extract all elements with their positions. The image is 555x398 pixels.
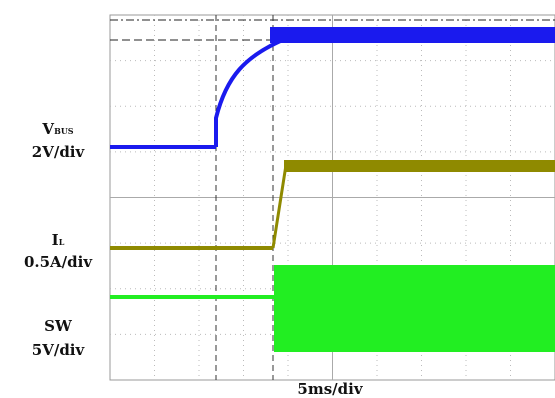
channel-scale: 5V/div xyxy=(32,341,86,359)
scope-screen: VBUS 2V/div IL 0.5A/div SW 5V/div 5ms/di… xyxy=(0,0,555,398)
channel-label: VBUS xyxy=(41,120,73,138)
vbus-trace xyxy=(216,37,555,147)
timebase: 5ms/div xyxy=(297,380,363,398)
vbus-trace xyxy=(270,27,555,43)
channel-name: I xyxy=(52,231,59,249)
channel-scale: 2V/div xyxy=(32,143,86,161)
sw-trace xyxy=(274,265,555,352)
il-trace xyxy=(284,160,555,172)
channel-scale: 0.5A/div xyxy=(24,253,93,271)
channel-name: V xyxy=(41,120,54,138)
channel-sub: L xyxy=(59,237,65,247)
channel-sub: BUS xyxy=(54,126,74,136)
channel-label: SW xyxy=(44,317,73,335)
il-trace xyxy=(273,165,286,248)
channel-label: IL xyxy=(52,231,65,249)
